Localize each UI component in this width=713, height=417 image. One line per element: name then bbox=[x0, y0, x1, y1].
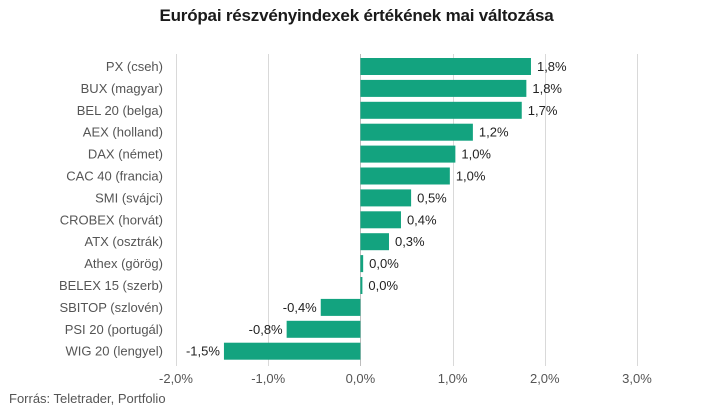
bar bbox=[286, 320, 361, 338]
category-label: SMI (svájci) bbox=[95, 190, 163, 205]
category-label: BUX (magyar) bbox=[81, 81, 163, 96]
value-label: 0,5% bbox=[417, 190, 447, 205]
x-axis-tick-labels: -2,0% -1,0% 0,0% 1,0% 2,0% 3,0% bbox=[159, 371, 652, 386]
bar bbox=[360, 58, 531, 75]
bar bbox=[360, 233, 389, 251]
bar bbox=[360, 189, 412, 207]
category-label: Athex (görög) bbox=[84, 256, 163, 271]
bar bbox=[360, 277, 363, 294]
category-label: CAC 40 (francia) bbox=[66, 169, 163, 184]
value-label: 1,0% bbox=[456, 169, 486, 184]
value-label: 0,0% bbox=[369, 256, 399, 271]
chart-title: Európai részvényindexek értékének mai vá… bbox=[159, 6, 554, 25]
category-label: PSI 20 (portugál) bbox=[65, 322, 163, 337]
value-label: 1,0% bbox=[461, 147, 491, 162]
bar bbox=[360, 123, 473, 141]
value-label: 0,4% bbox=[407, 212, 437, 227]
category-label: AEX (holland) bbox=[83, 125, 163, 140]
category-label: DAX (német) bbox=[88, 147, 163, 162]
value-label: -0,8% bbox=[249, 322, 283, 337]
value-label: -0,4% bbox=[283, 300, 317, 315]
value-label: 1,2% bbox=[479, 125, 509, 140]
category-label: SBITOP (szlovén) bbox=[59, 300, 163, 315]
source-note: Forrás: Teletrader, Portfolio bbox=[9, 391, 166, 406]
x-tick-label: 2,0% bbox=[530, 371, 560, 386]
category-label: PX (cseh) bbox=[106, 59, 163, 74]
value-label: 1,8% bbox=[532, 81, 562, 96]
value-label: 0,3% bbox=[395, 234, 425, 249]
value-label: 0,0% bbox=[368, 278, 398, 293]
bar bbox=[320, 298, 361, 316]
category-labels: PX (cseh) BUX (magyar) BEL 20 (belga) AEX (… bbox=[59, 59, 163, 359]
value-label: 1,8% bbox=[537, 59, 567, 74]
x-tick-label: 3,0% bbox=[622, 371, 652, 386]
bar bbox=[360, 101, 522, 119]
x-tick-label: -2,0% bbox=[159, 371, 193, 386]
grid-lines bbox=[176, 54, 638, 366]
value-labels: 1,8% 1,8% 1,7% 1,2% 1,0% 1,0% 0,5% 0,4% 0,3% 0,0%… bbox=[186, 59, 567, 359]
category-label: CROBEX (horvát) bbox=[60, 212, 163, 227]
bar bbox=[360, 211, 401, 229]
bar bbox=[223, 342, 361, 360]
x-tick-label: 1,0% bbox=[438, 371, 468, 386]
bars bbox=[223, 58, 531, 360]
category-label: ATX (osztrák) bbox=[85, 234, 164, 249]
x-tick-label: 0,0% bbox=[346, 371, 376, 386]
x-tick-label: -1,0% bbox=[251, 371, 285, 386]
value-label: 1,7% bbox=[528, 103, 558, 118]
category-label: BEL 20 (belga) bbox=[77, 103, 163, 118]
bar bbox=[360, 79, 527, 97]
bar bbox=[360, 255, 364, 273]
bar bbox=[360, 145, 456, 163]
value-label: -1,5% bbox=[186, 344, 220, 359]
category-label: BELEX 15 (szerb) bbox=[59, 278, 163, 293]
category-label: WIG 20 (lengyel) bbox=[65, 344, 163, 359]
bar bbox=[360, 167, 450, 185]
